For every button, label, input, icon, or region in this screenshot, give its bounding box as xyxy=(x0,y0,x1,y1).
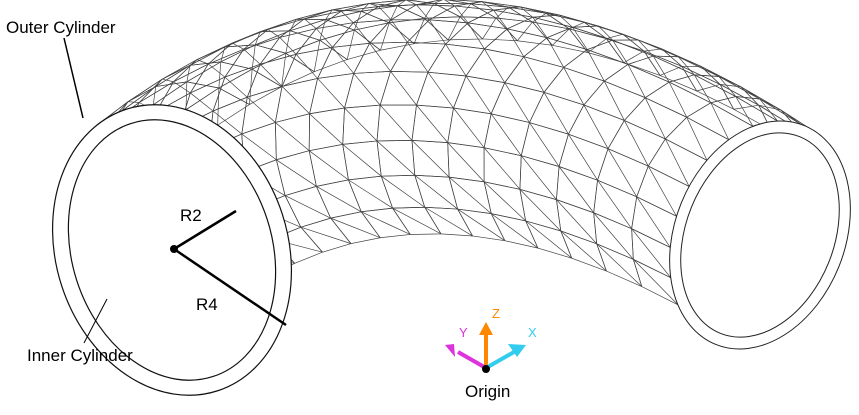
mesh-cell xyxy=(414,174,459,210)
mesh-cell xyxy=(644,81,712,118)
mesh-cell xyxy=(376,104,417,142)
mesh-cell xyxy=(519,155,560,201)
mesh-cell xyxy=(416,71,467,109)
inner-cylinder-label: Inner Cylinder xyxy=(27,346,133,365)
mesh-cell xyxy=(406,19,469,45)
axis-triad: Z X Y xyxy=(445,306,537,373)
mesh-cell xyxy=(583,80,646,121)
r2-line xyxy=(173,209,237,251)
mesh-cell xyxy=(347,175,394,213)
origin-point xyxy=(482,365,490,373)
mesh-cell xyxy=(424,206,474,237)
mesh-cell xyxy=(459,16,519,42)
mesh-cell xyxy=(427,43,486,77)
mesh-cell xyxy=(447,142,485,183)
mesh-cell xyxy=(185,61,254,89)
mesh-cell xyxy=(631,228,672,279)
mesh-cell xyxy=(558,133,609,181)
mesh-cell xyxy=(597,148,649,198)
mesh-cell xyxy=(563,49,629,82)
mesh-cell xyxy=(605,37,661,77)
mesh-cell xyxy=(567,104,625,150)
mesh-cell xyxy=(406,0,472,5)
mesh-cell xyxy=(490,82,545,123)
mesh-cell xyxy=(342,140,382,181)
mesh-cell xyxy=(661,48,721,85)
mesh-cell xyxy=(308,143,349,187)
mesh-cell xyxy=(603,63,670,99)
mesh-cell xyxy=(520,122,569,167)
mesh-cell xyxy=(483,28,548,58)
mesh-cell xyxy=(519,188,562,232)
outer-cylinder-label: Outer Cylinder xyxy=(6,18,116,37)
mesh-cell xyxy=(274,113,310,161)
mesh-cell xyxy=(284,185,332,228)
mesh-cell xyxy=(344,70,392,109)
far-end-opening xyxy=(669,120,851,350)
mesh-cell xyxy=(447,107,492,149)
mesh-cell xyxy=(556,166,598,214)
mesh-cell xyxy=(525,220,573,259)
mesh-cell xyxy=(342,104,381,145)
mesh-cell xyxy=(586,39,655,65)
mesh-cell xyxy=(556,199,598,245)
mesh-cell xyxy=(259,27,318,65)
mesh-cell xyxy=(623,97,688,140)
far-inner-rim xyxy=(680,132,840,338)
mesh-cell xyxy=(411,139,450,178)
mesh-cell xyxy=(246,53,297,98)
mesh-cell xyxy=(368,0,435,7)
origin-label: Origin xyxy=(465,382,510,401)
mesh-cell xyxy=(315,179,362,219)
mesh-cell xyxy=(308,107,345,152)
mesh-cell xyxy=(218,68,283,105)
mesh-cell xyxy=(495,17,554,46)
y-axis-label: Y xyxy=(459,325,468,340)
mesh-cell xyxy=(466,9,534,30)
mesh-cell xyxy=(391,206,442,235)
mesh-cell xyxy=(411,104,454,143)
mesh-cell xyxy=(380,174,426,209)
mesh-cell xyxy=(490,213,539,249)
x-axis-label: X xyxy=(528,325,537,340)
mesh-cell xyxy=(622,33,683,67)
center-point xyxy=(170,245,178,253)
outer-cylinder-leader xyxy=(63,37,84,119)
mesh-cell xyxy=(735,96,802,125)
mesh-cell xyxy=(368,19,431,44)
inner-cylinder-leader xyxy=(83,298,108,344)
r4-label: R4 xyxy=(196,295,218,314)
mesh-cell xyxy=(379,70,429,106)
mesh-cell xyxy=(584,21,645,52)
z-axis-label: Z xyxy=(492,306,500,321)
mesh-cell xyxy=(295,22,355,55)
mesh-cell xyxy=(607,120,666,167)
mesh-cell xyxy=(376,139,416,177)
mesh-cell xyxy=(483,181,527,222)
mesh-cell xyxy=(127,64,191,103)
mesh-cell xyxy=(453,75,506,115)
mesh-cell xyxy=(528,91,585,135)
mesh-cell xyxy=(504,56,565,93)
mesh-cell xyxy=(251,52,315,88)
z-axis-arrow xyxy=(479,322,493,368)
mesh-cell xyxy=(456,208,506,242)
x-axis-arrow xyxy=(485,344,526,370)
r4-line xyxy=(173,247,287,327)
r2-label: R2 xyxy=(180,206,202,225)
mesh-cell xyxy=(694,74,760,100)
y-axis-arrow xyxy=(445,344,487,370)
radius-lines xyxy=(173,209,287,327)
far-outer-rim xyxy=(669,120,851,350)
mesh-cell xyxy=(543,66,605,106)
